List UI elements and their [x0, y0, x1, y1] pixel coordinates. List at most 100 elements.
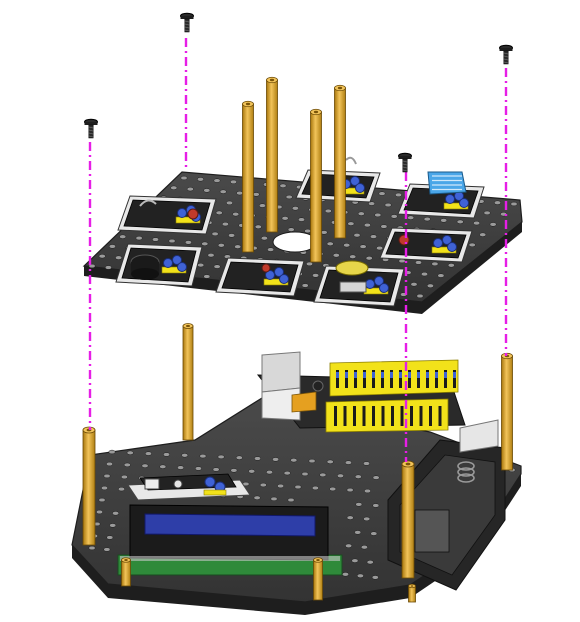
plate-hole	[88, 263, 96, 269]
plate-hole	[201, 241, 209, 246]
plate-hole	[152, 237, 159, 242]
plate-hole	[159, 464, 167, 469]
plate-hole	[207, 253, 215, 258]
plate-hole	[98, 254, 106, 259]
header-pin	[334, 406, 337, 426]
short-standoff	[408, 583, 416, 603]
header-pin	[381, 406, 385, 426]
header-pin	[353, 406, 356, 426]
plate-hole	[479, 232, 487, 237]
plate-hole	[326, 241, 334, 246]
plate-hole	[184, 240, 192, 245]
plate-hole	[380, 224, 388, 229]
lcd-screen	[144, 513, 316, 537]
sensor-module-front-center	[215, 257, 305, 297]
plate-hole	[236, 190, 244, 196]
plate-hole	[266, 470, 273, 475]
header-pin-cap	[453, 372, 456, 378]
plate-hole	[356, 573, 364, 578]
plate-hole	[437, 273, 445, 278]
plate-hole	[395, 192, 402, 198]
plate-hole	[304, 228, 312, 234]
plate-hole	[306, 261, 313, 267]
screw	[398, 152, 412, 173]
plate-hole	[374, 212, 382, 218]
plate-hole	[248, 469, 256, 474]
plate-hole	[211, 231, 219, 237]
header-pin	[336, 370, 339, 388]
plate-hole	[285, 194, 293, 200]
plate-hole	[258, 203, 266, 208]
top-plate-edge	[84, 222, 522, 314]
plate-hole	[221, 221, 229, 227]
battery-spring	[457, 461, 475, 483]
screw	[499, 44, 513, 65]
plate-hole	[426, 283, 434, 288]
plate-hole	[272, 457, 280, 462]
plate-hole	[447, 263, 455, 268]
plate-hole	[294, 484, 302, 490]
lcd-module	[117, 504, 343, 576]
connector-cluster	[203, 476, 227, 496]
plate-hole	[416, 293, 424, 299]
header-pin	[372, 406, 375, 426]
plate-hole	[217, 454, 225, 460]
plate-hole	[366, 560, 374, 565]
plate-hole	[415, 260, 422, 265]
plate-hole	[347, 221, 355, 226]
plate-hole	[270, 496, 278, 502]
short-standoff	[313, 557, 323, 601]
plate-hole	[181, 453, 189, 458]
plate-hole	[235, 455, 243, 460]
plate-hole	[301, 471, 309, 477]
tall-standoff	[310, 108, 322, 263]
plate-hole	[215, 210, 223, 215]
plate-hole	[120, 474, 128, 480]
screw	[84, 118, 98, 139]
plate-hole	[194, 466, 202, 471]
header-pin-cap	[363, 372, 366, 378]
header-pin	[410, 406, 413, 426]
plate-hole	[423, 216, 431, 222]
plate-hole	[281, 216, 289, 221]
plate-hole	[287, 497, 295, 503]
plate-hole	[123, 462, 131, 468]
plate-hole	[108, 449, 116, 455]
header-pin	[453, 370, 456, 388]
sensor-module-left-back	[117, 195, 217, 235]
plate-hole	[232, 212, 240, 217]
plate-hole	[368, 201, 376, 206]
header-pin	[343, 406, 347, 426]
short-standoffs	[121, 557, 416, 603]
lower-standoffs	[82, 323, 513, 579]
header-pin-cap	[399, 372, 402, 378]
header-pin	[408, 370, 411, 388]
header-pin	[363, 370, 366, 388]
short-standoff	[121, 557, 131, 587]
plate-hole	[298, 217, 305, 222]
plate-hole	[277, 483, 285, 489]
header-pin-cap	[354, 372, 357, 378]
usb-port	[261, 351, 301, 393]
sensor-module-bottom	[127, 473, 251, 501]
plate-hole	[212, 467, 220, 472]
plate-hole	[311, 485, 319, 491]
plate-hole	[407, 215, 415, 220]
plate-hole	[372, 475, 380, 480]
plate-hole	[163, 452, 170, 457]
tall-standoff	[334, 84, 346, 239]
plate-hole	[168, 238, 176, 244]
header-pin-cap	[345, 372, 348, 378]
header-pin-cap	[408, 372, 411, 378]
plate-hole	[346, 515, 354, 520]
header-pin	[444, 370, 447, 388]
pin-header-bottom	[325, 398, 449, 433]
plate-hole	[354, 530, 362, 535]
plate-hole	[197, 262, 205, 268]
plate-hole	[106, 461, 113, 467]
plate-hole	[390, 214, 398, 219]
plate-hole	[371, 575, 379, 580]
plate-hole	[456, 219, 464, 224]
